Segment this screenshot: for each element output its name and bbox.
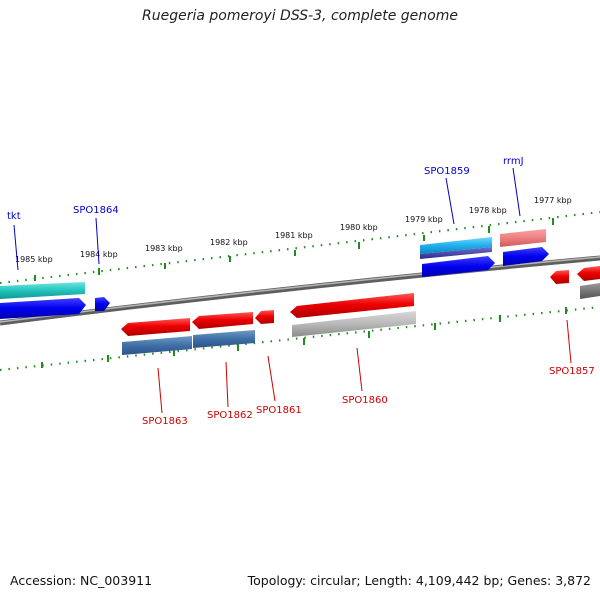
gene-spo1859-cog2[interactable] bbox=[420, 247, 492, 259]
gene-spo1861[interactable] bbox=[255, 310, 274, 324]
leader-spo1862 bbox=[225, 361, 229, 408]
gene-spo1860[interactable] bbox=[290, 293, 414, 318]
genome-backbone bbox=[0, 255, 600, 326]
major-ticks-lower bbox=[41, 307, 567, 368]
gene-spo1857[interactable] bbox=[550, 270, 569, 284]
tick-label: 1983 kbp bbox=[145, 244, 183, 253]
gene-edge-right[interactable] bbox=[577, 266, 600, 281]
tick-label: 1980 kbp bbox=[340, 223, 378, 232]
gene-spo1860-cog[interactable] bbox=[292, 311, 416, 337]
tick-label: 1981 kbp bbox=[275, 231, 313, 240]
tick-label: 1978 kbp bbox=[469, 206, 507, 215]
leader-spo1857 bbox=[566, 319, 572, 364]
leader-spo1860 bbox=[356, 347, 363, 392]
tick-label: 1977 kbp bbox=[534, 196, 572, 205]
gene-spo1862[interactable] bbox=[192, 312, 253, 329]
gene-label-spo1861: SPO1861 bbox=[256, 405, 302, 416]
gene-rrmj[interactable] bbox=[503, 247, 549, 266]
topology-text: Topology: circular; Length: 4,109,442 bp… bbox=[247, 573, 591, 588]
gene-label-tkt: tkt bbox=[7, 211, 21, 222]
leader-rrmj bbox=[512, 167, 521, 217]
leader-spo1861 bbox=[267, 355, 276, 402]
gene-label-spo1859: SPO1859 bbox=[424, 166, 470, 177]
gene-label-spo1857: SPO1857 bbox=[549, 366, 595, 377]
gene-spo1859[interactable] bbox=[422, 256, 495, 277]
leader-spo1864 bbox=[95, 217, 100, 265]
gene-spo1864[interactable] bbox=[95, 297, 110, 311]
gene-tkt-cog[interactable] bbox=[0, 282, 85, 299]
gene-label-spo1864: SPO1864 bbox=[73, 205, 119, 216]
gene-spo1863-cog[interactable] bbox=[122, 336, 192, 355]
leader-tkt bbox=[13, 224, 19, 271]
gene-label-spo1863: SPO1863 bbox=[142, 416, 188, 427]
tick-label: 1982 kbp bbox=[210, 238, 248, 247]
accession-text: Accession: NC_003911 bbox=[10, 573, 153, 588]
tick-label: 1979 kbp bbox=[405, 215, 443, 224]
major-ticks-upper bbox=[34, 218, 554, 281]
gene-label-spo1860: SPO1860 bbox=[342, 395, 388, 406]
gene-spo1863[interactable] bbox=[121, 318, 190, 336]
genome-backbone-highlight bbox=[0, 256, 600, 323]
gene-tkt[interactable] bbox=[0, 298, 86, 319]
gene-rrmj-cog[interactable] bbox=[500, 229, 546, 247]
gene-spo1862-cog[interactable] bbox=[193, 330, 255, 348]
map-title: Ruegeria pomeroyi DSS-3, complete genome bbox=[142, 8, 458, 24]
gene-edge-right-cog[interactable] bbox=[580, 283, 600, 299]
gene-spo1859-cog[interactable] bbox=[420, 237, 492, 254]
leader-spo1859 bbox=[445, 177, 455, 225]
gene-label-spo1862: SPO1862 bbox=[207, 410, 253, 421]
gene-label-rrmj: rrmJ bbox=[503, 156, 524, 167]
tick-label: 1985 kbp bbox=[15, 255, 53, 264]
leader-spo1863 bbox=[157, 367, 163, 414]
scale-track-lower bbox=[0, 305, 600, 372]
scale-track-upper bbox=[0, 210, 600, 285]
